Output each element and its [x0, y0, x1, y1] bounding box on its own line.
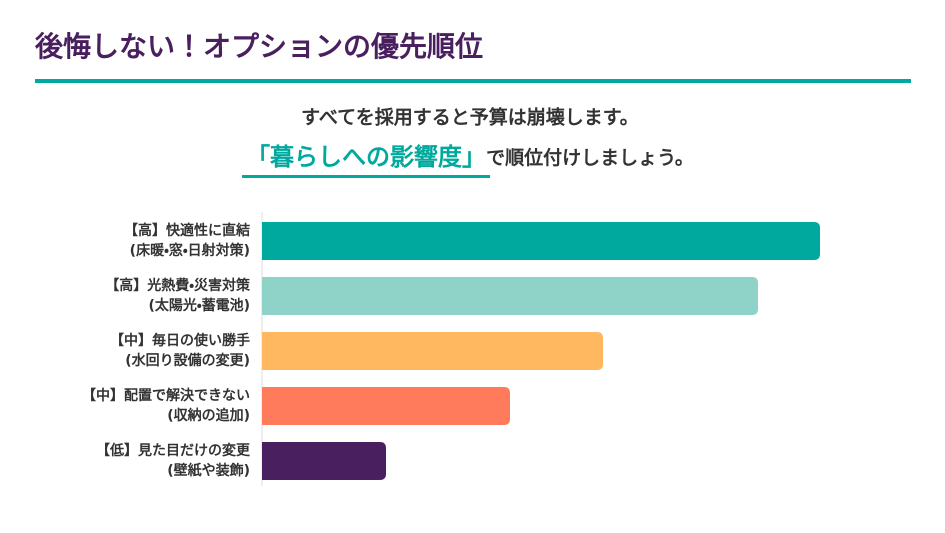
bar: [262, 387, 510, 425]
bar: [262, 222, 820, 260]
y-tick-label: 【低】見た目だけの変更: [96, 442, 251, 459]
y-tick-label: 【中】毎日の使い勝手: [110, 332, 250, 349]
y-tick-label: (壁紙や装飾): [167, 462, 250, 479]
y-tick-label: (水回り設備の変更): [125, 352, 250, 369]
bar: [262, 332, 603, 370]
subtitle-rest: で順位付けしましょう。: [486, 146, 694, 169]
y-tick-label: (収納の追加): [167, 407, 250, 424]
bar: [262, 442, 386, 480]
y-tick-label: 【中】配置で解決できない: [82, 387, 250, 404]
highlight: 「暮らしへの影響度」: [246, 143, 486, 171]
subtitle: すべてを採用すると予算は崩壊します。: [301, 106, 639, 129]
highlight-underline: [242, 175, 491, 178]
bar: [262, 277, 758, 315]
y-tick-label: 【高】光熱費・災害対策: [105, 277, 251, 294]
y-tick-label: 【高】快適性に直結: [124, 222, 250, 239]
y-tick-label: (床暖・窓・日射対策): [130, 242, 250, 259]
y-tick-label: (太陽光・蓄電池): [148, 297, 250, 314]
title-rule: [35, 79, 911, 83]
subtitle-line: 「暮らしへの影響度」で順位付けしましょう。: [246, 143, 694, 171]
chart-title: 後悔しない！オプションの優先順位: [34, 30, 483, 63]
